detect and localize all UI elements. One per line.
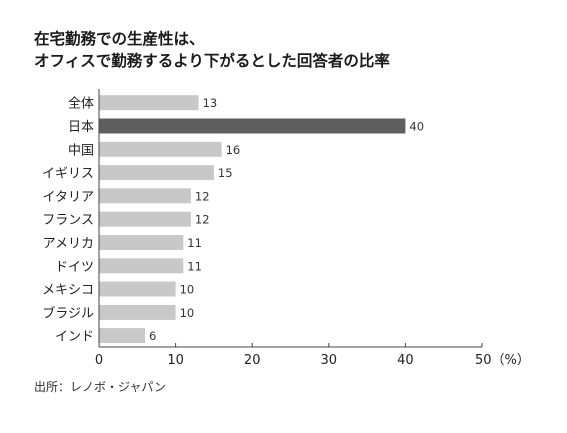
category-label: イギリス: [42, 167, 94, 182]
category-label: 日本: [68, 120, 94, 135]
chart-title: 在宅勤務での生産性は、 オフィスで勤務するより下がるとした回答者の比率: [34, 28, 390, 72]
category-label: フランス: [42, 213, 94, 228]
bar-5: [99, 211, 191, 227]
x-tick-label: 30: [321, 353, 338, 368]
chart-title-line-1: 在宅勤務での生産性は、: [34, 30, 205, 48]
x-tick-label: 20: [244, 353, 261, 368]
bar-10: [99, 328, 145, 344]
data-label: 6: [149, 329, 156, 343]
bar-8: [99, 281, 176, 297]
data-label: 40: [409, 119, 424, 133]
bar-4: [99, 188, 191, 204]
bar-3: [99, 165, 214, 181]
data-label: 12: [195, 189, 210, 203]
data-label: 11: [187, 236, 202, 250]
bar-0: [99, 95, 199, 111]
bar-2: [99, 141, 222, 157]
data-label: 16: [226, 143, 241, 157]
category-label: インド: [55, 330, 94, 345]
data-label: 10: [180, 283, 195, 297]
category-label: 全体: [68, 96, 94, 112]
data-label: 13: [203, 96, 218, 110]
x-tick-label: 10: [167, 353, 184, 368]
bar-7: [99, 258, 184, 274]
data-label: 11: [187, 259, 202, 273]
category-label: 中国: [68, 143, 94, 158]
bar-9: [99, 304, 176, 320]
source-note: 出所：レノボ・ジャパン: [34, 380, 167, 394]
bar-6: [99, 235, 184, 250]
category-label: イタリア: [43, 190, 94, 205]
data-label: 12: [195, 213, 210, 227]
x-tick-label: 50（%）: [475, 353, 530, 368]
data-label: 15: [218, 166, 233, 180]
x-tick-label: 40: [397, 353, 414, 368]
x-tick-label: 0: [95, 353, 103, 368]
category-label: メキシコ: [42, 283, 94, 298]
category-label: ブラジル: [42, 305, 94, 321]
chart-title-line-2: オフィスで勤務するより下がるとした回答者の比率: [34, 52, 390, 70]
category-label: ドイツ: [55, 260, 94, 275]
bar-1: [99, 118, 406, 134]
category-label: アメリカ: [43, 237, 94, 252]
data-label: 10: [180, 306, 195, 320]
